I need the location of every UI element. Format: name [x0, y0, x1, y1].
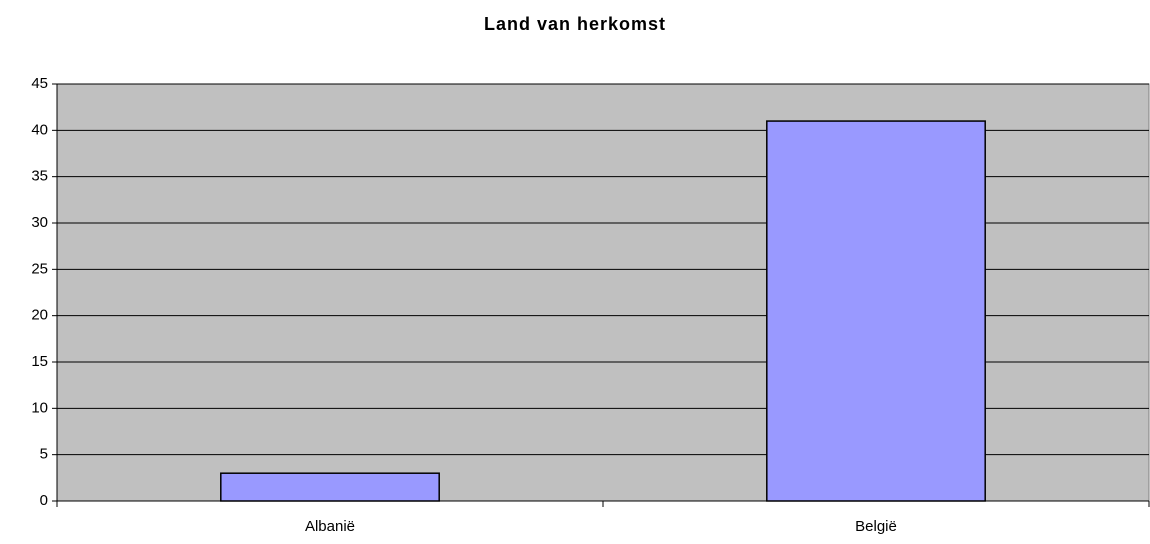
y-tick-label: 30 [31, 214, 48, 231]
x-tick-label: Albanië [305, 518, 355, 535]
y-tick-label: 25 [31, 260, 48, 277]
y-tick-label: 15 [31, 353, 48, 370]
bar [766, 120, 986, 502]
y-tick-label: 10 [31, 399, 48, 416]
bar [220, 472, 440, 502]
chart-title: Land van herkomst [484, 14, 666, 34]
y-tick-label: 5 [40, 446, 48, 463]
y-tick-label: 40 [31, 121, 48, 138]
y-tick-label: 35 [31, 168, 48, 185]
y-tick-label: 20 [31, 307, 48, 324]
y-tick-label: 45 [31, 75, 48, 92]
x-tick-label: België [855, 518, 897, 535]
y-tick-label: 0 [40, 492, 48, 509]
